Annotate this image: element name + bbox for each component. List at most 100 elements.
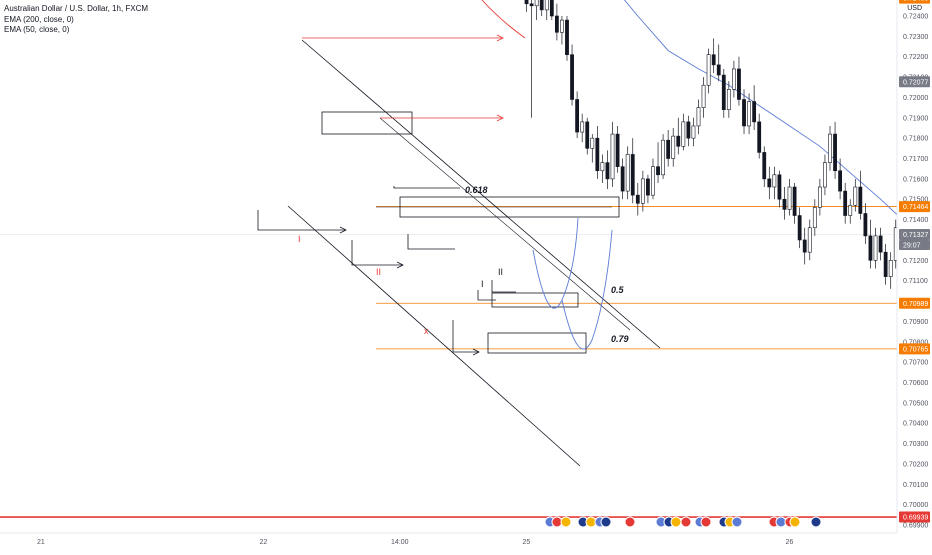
candle[interactable] xyxy=(586,118,589,155)
candle[interactable] xyxy=(773,167,776,200)
candle[interactable] xyxy=(576,91,579,138)
symbol-title[interactable]: Australian Dollar / U.S. Dollar, 1h, FXC… xyxy=(4,4,148,15)
candle[interactable] xyxy=(641,171,644,212)
event-flag-icon[interactable] xyxy=(681,517,691,527)
candle[interactable] xyxy=(833,122,836,179)
candle[interactable] xyxy=(707,49,710,94)
candle[interactable] xyxy=(601,154,604,183)
candle[interactable] xyxy=(823,154,826,195)
price-axis[interactable]: 0.724000.723000.722000.721000.720000.719… xyxy=(897,0,932,550)
wave-step-II[interactable] xyxy=(352,240,402,265)
candle[interactable] xyxy=(545,0,548,20)
candle[interactable] xyxy=(828,126,831,171)
candle[interactable] xyxy=(591,134,594,163)
candle[interactable] xyxy=(722,69,725,118)
candle[interactable] xyxy=(884,244,887,285)
wave-step-III[interactable] xyxy=(394,186,460,188)
candle[interactable] xyxy=(692,118,695,147)
candle[interactable] xyxy=(753,85,756,130)
candle[interactable] xyxy=(535,0,538,20)
candle[interactable] xyxy=(788,179,791,216)
ema50-line[interactable] xyxy=(613,0,932,277)
candle[interactable] xyxy=(758,114,761,159)
candle[interactable] xyxy=(555,4,558,41)
candle[interactable] xyxy=(631,138,634,203)
event-flag-icon[interactable] xyxy=(601,517,611,527)
ema200-legend[interactable]: EMA (200, close, 0) xyxy=(4,15,148,26)
candle[interactable] xyxy=(530,0,533,118)
candle[interactable] xyxy=(636,183,639,216)
candle[interactable] xyxy=(763,146,766,187)
candle[interactable] xyxy=(717,45,720,82)
economic-events-row[interactable] xyxy=(545,517,821,527)
candle[interactable] xyxy=(778,171,781,208)
candle[interactable] xyxy=(849,199,852,223)
candle[interactable] xyxy=(793,183,796,224)
candle[interactable] xyxy=(677,118,680,155)
candle[interactable] xyxy=(808,220,811,261)
wave-step-i[interactable] xyxy=(478,290,496,300)
candle[interactable] xyxy=(783,187,786,220)
candle[interactable] xyxy=(646,175,649,204)
candle[interactable] xyxy=(596,126,599,179)
candle[interactable] xyxy=(656,142,659,183)
event-flag-icon[interactable] xyxy=(701,517,711,527)
candle[interactable] xyxy=(626,146,629,199)
candle[interactable] xyxy=(560,16,563,45)
candle[interactable] xyxy=(525,0,528,12)
candle[interactable] xyxy=(702,77,705,118)
candle[interactable] xyxy=(879,228,882,261)
candle[interactable] xyxy=(682,114,685,151)
candle[interactable] xyxy=(798,207,801,248)
candle[interactable] xyxy=(661,134,664,179)
candle[interactable] xyxy=(737,57,740,106)
candle[interactable] xyxy=(667,130,670,167)
ema50-legend[interactable]: EMA (50, close, 0) xyxy=(4,25,148,36)
candle[interactable] xyxy=(768,167,771,200)
candle[interactable] xyxy=(889,252,892,289)
event-flag-icon[interactable] xyxy=(671,517,681,527)
candle[interactable] xyxy=(859,171,862,220)
candle[interactable] xyxy=(611,122,614,187)
event-flag-icon[interactable] xyxy=(561,517,571,527)
candlesticks[interactable] xyxy=(525,0,932,389)
candle[interactable] xyxy=(651,159,654,200)
candle[interactable] xyxy=(672,128,675,167)
event-flag-icon[interactable] xyxy=(811,517,821,527)
projection-curve-2[interactable] xyxy=(562,230,612,349)
candle[interactable] xyxy=(581,114,584,143)
wave-step-V[interactable] xyxy=(453,320,478,352)
candle[interactable] xyxy=(540,0,543,16)
event-flag-icon[interactable] xyxy=(625,517,635,527)
candle[interactable] xyxy=(687,116,690,147)
candle[interactable] xyxy=(803,228,806,265)
candle[interactable] xyxy=(616,126,619,173)
wave-step-ii[interactable] xyxy=(492,280,516,292)
candle[interactable] xyxy=(697,99,700,134)
candle[interactable] xyxy=(732,61,735,98)
event-flag-icon[interactable] xyxy=(732,517,742,527)
candle[interactable] xyxy=(712,38,715,73)
candle[interactable] xyxy=(727,81,730,118)
demand-zone-079[interactable] xyxy=(488,333,586,353)
candle[interactable] xyxy=(818,179,821,216)
candle[interactable] xyxy=(813,199,816,236)
candle[interactable] xyxy=(606,150,609,189)
wave-step-I[interactable] xyxy=(258,210,345,230)
candle[interactable] xyxy=(570,45,573,106)
candle[interactable] xyxy=(844,183,847,224)
candle[interactable] xyxy=(550,0,553,20)
projection-curve-1[interactable] xyxy=(533,218,578,308)
candle[interactable] xyxy=(869,220,872,269)
demand-zone-05[interactable] xyxy=(492,293,578,307)
candle[interactable] xyxy=(565,16,568,61)
candle[interactable] xyxy=(874,228,877,269)
channel-lower-line[interactable] xyxy=(288,206,580,466)
candle[interactable] xyxy=(864,203,867,244)
candle[interactable] xyxy=(621,159,624,200)
event-flag-icon[interactable] xyxy=(790,517,800,527)
wave-step-IV[interactable] xyxy=(408,234,455,249)
